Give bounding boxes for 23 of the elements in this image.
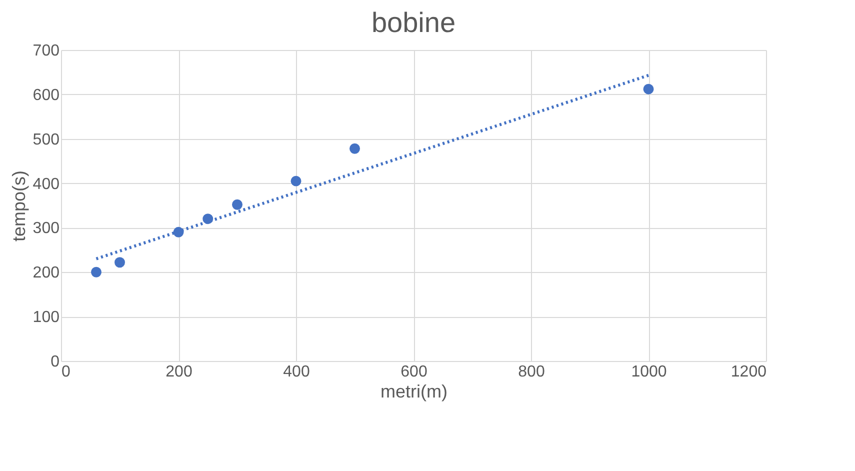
y-tick-label: 400: [32, 176, 60, 193]
y-tick-label: 200: [32, 264, 60, 282]
x-tick-label: 800: [518, 364, 545, 380]
point: [643, 84, 654, 94]
chart-title: bobine: [371, 7, 456, 38]
point: [232, 199, 242, 210]
x-tick-label: 1000: [631, 364, 667, 380]
y-tick-label: 600: [32, 86, 60, 104]
x-tick-label: 600: [400, 364, 428, 380]
y-axis-title: tempo(s): [8, 170, 29, 242]
x-tick-label: 0: [62, 364, 70, 380]
y-tick-label: 300: [32, 220, 60, 238]
y-tick-label: 700: [32, 42, 60, 60]
point: [350, 143, 360, 154]
x-tick-label: 1200: [730, 364, 767, 380]
y-tick-label: 100: [32, 309, 60, 326]
point: [290, 176, 302, 186]
point: [114, 257, 125, 268]
y-tick-label: 500: [32, 131, 60, 148]
x-tick-label: 200: [166, 364, 192, 380]
x-tick-label: 400: [283, 364, 310, 380]
point: [91, 266, 102, 278]
x-axis-title: metri(m): [380, 382, 448, 402]
